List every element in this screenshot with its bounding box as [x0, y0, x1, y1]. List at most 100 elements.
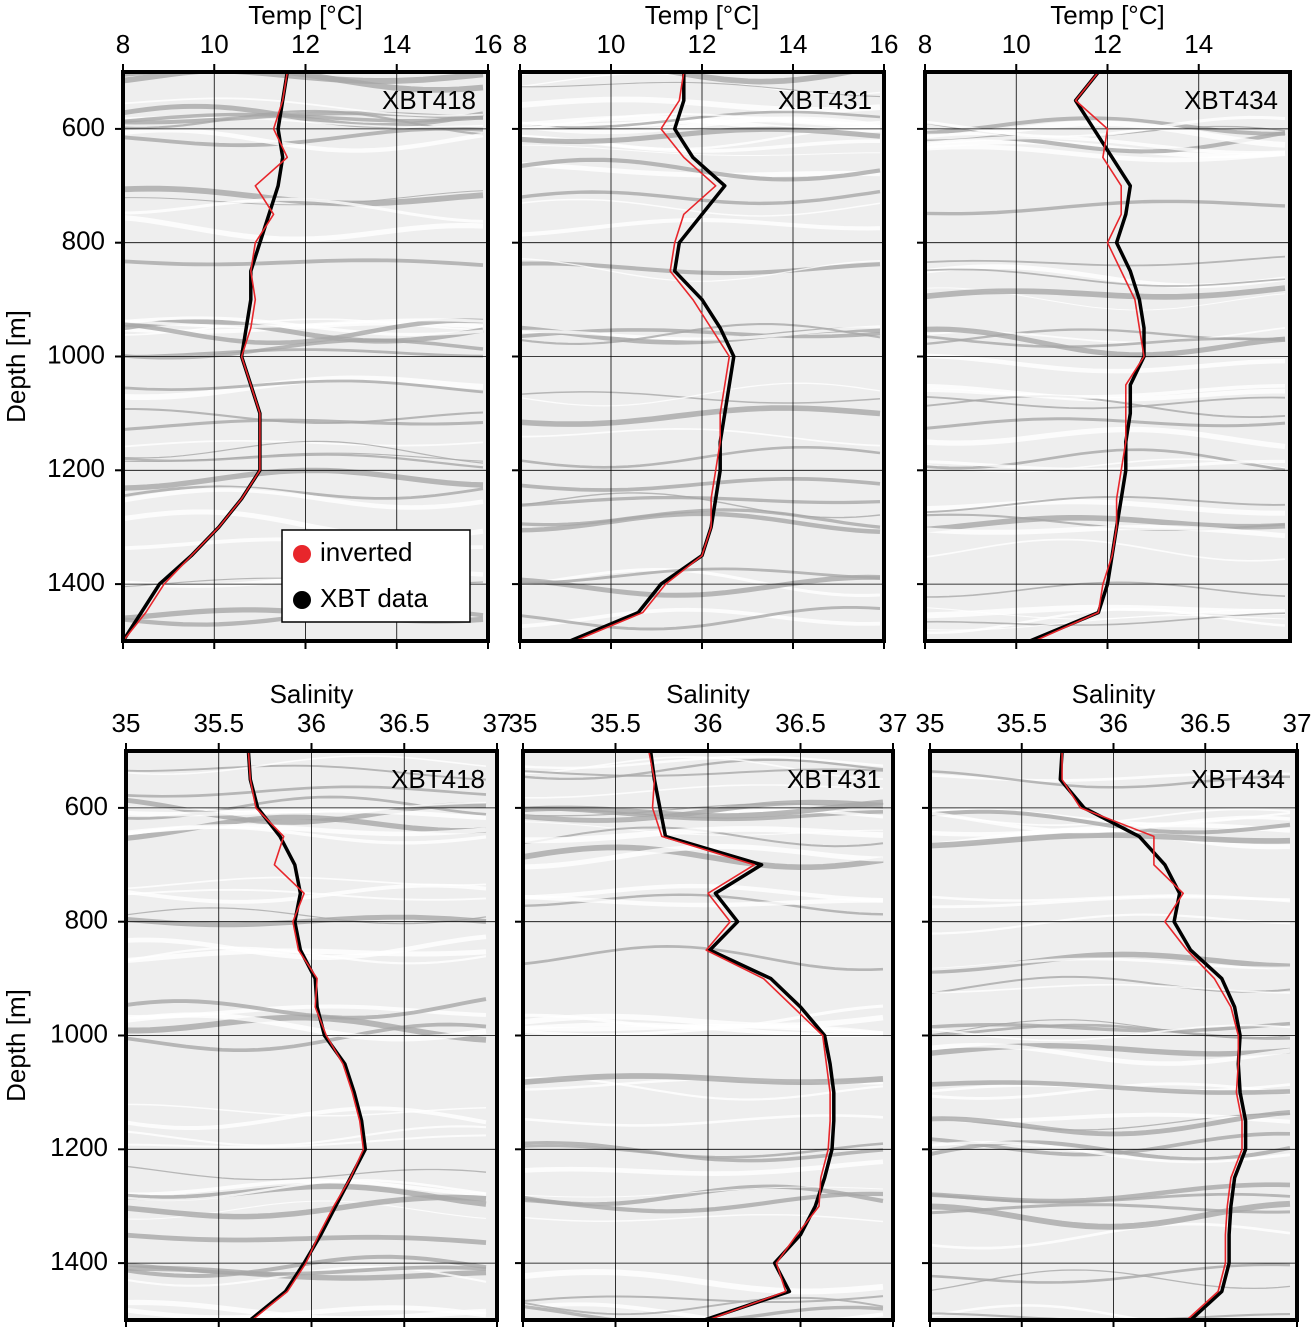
- y-tick-label: 1000: [47, 339, 105, 369]
- seismic-band: [126, 888, 487, 901]
- seismic-band: [925, 538, 1286, 562]
- y-tick-label: 600: [65, 791, 108, 821]
- seismic-band: [523, 756, 884, 780]
- seismic-band: [123, 103, 484, 128]
- plot-frame: [121, 70, 490, 643]
- panel-label: XBT418: [391, 764, 485, 794]
- seismic-band: [123, 487, 484, 510]
- seismic-band: [126, 1305, 487, 1320]
- seismic-band: [520, 428, 881, 447]
- seismic-band: [520, 81, 881, 98]
- y-tick-label: 1200: [50, 1132, 108, 1162]
- profile-line: [123, 72, 289, 641]
- seismic-band: [925, 495, 1286, 514]
- x-tick-label: 35: [112, 708, 141, 738]
- seismic-band: [523, 799, 884, 819]
- seismic-band: [925, 395, 1286, 419]
- seismic-band: [523, 1024, 884, 1037]
- seismic-band: [930, 975, 1291, 995]
- seismic-band: [126, 1165, 487, 1181]
- seismic-band: [126, 808, 487, 821]
- seismic-band: [523, 945, 884, 972]
- seismic-band: [123, 407, 484, 425]
- seismic-band: [925, 448, 1286, 472]
- seismic-band: [123, 185, 484, 207]
- seismic-band: [520, 126, 881, 145]
- seismic-band: [123, 348, 484, 358]
- seismic-band: [930, 1312, 1291, 1320]
- legend-label: XBT data: [320, 583, 428, 613]
- panel: 35 35.5 36 36.5 37 Salinity XBT434: [916, 679, 1312, 1327]
- seismic-band: [925, 395, 1286, 410]
- seismic-band: [126, 1299, 487, 1320]
- axis-title: Temp [°C]: [1050, 0, 1164, 30]
- seismic-band: [930, 1110, 1291, 1137]
- seismic-band: [930, 771, 1291, 782]
- y-axis-label: Depth [m]: [1, 989, 31, 1102]
- seismic-band: [523, 1114, 884, 1127]
- seismic-band: [925, 115, 1286, 139]
- seismic-band: [925, 264, 1286, 289]
- seismic-band: [123, 318, 484, 346]
- y-tick-label: 1200: [47, 453, 105, 483]
- seismic-band: [520, 511, 881, 535]
- panel-label: XBT431: [787, 764, 881, 794]
- seismic-texture: [126, 755, 487, 1320]
- seismic-band: [523, 758, 884, 781]
- legend: inverted XBT data: [281, 529, 471, 623]
- seismic-band: [523, 1295, 884, 1303]
- x-tick-label: 16: [474, 29, 503, 59]
- seismic-band: [925, 353, 1286, 374]
- panel: 8 10 12 14 16 Temp [°C] XBT431: [512, 0, 898, 649]
- axis-title: Salinity: [270, 679, 354, 709]
- x-tick-label: 35.5: [193, 708, 244, 738]
- panel: 8 10 12 14 Temp [°C] XBT434: [917, 0, 1292, 649]
- seismic-band: [123, 318, 484, 344]
- x-tick-label: 14: [1184, 29, 1213, 59]
- seismic-band: [930, 832, 1291, 849]
- axis-title: Salinity: [1072, 679, 1156, 709]
- x-tick-label: 37: [483, 708, 512, 738]
- seismic-band: [123, 190, 484, 206]
- seismic-band: [925, 525, 1286, 539]
- seismic-band: [123, 440, 484, 448]
- legend-marker: [293, 591, 311, 609]
- x-tick-label: 14: [382, 29, 411, 59]
- seismic-band: [520, 508, 881, 529]
- seismic-band: [655, 72, 863, 85]
- y-tick-label: 600: [62, 112, 105, 142]
- x-tick-label: 12: [688, 29, 717, 59]
- seismic-band: [925, 581, 1286, 598]
- panel: 35 35.5 36 36.5 37 600 800 1000 1200 1400 Salinity…: [1, 679, 512, 1327]
- seismic-band: [520, 322, 881, 345]
- y-axis-label: Depth [m]: [1, 310, 31, 423]
- lines: [1029, 72, 1146, 641]
- seismic-band: [520, 258, 881, 282]
- seismic-band: [520, 607, 881, 629]
- seismic-band: [523, 1269, 884, 1295]
- lines: [648, 751, 836, 1320]
- seismic-band: [930, 1042, 1291, 1066]
- seismic-band: [126, 1194, 487, 1220]
- x-tick-label: 35.5: [590, 708, 641, 738]
- x-tick-label: 37: [1283, 708, 1312, 738]
- seismic-band: [126, 946, 487, 965]
- x-tick-label: 8: [918, 29, 932, 59]
- seismic-band: [925, 335, 1286, 348]
- seismic-band: [925, 459, 1285, 472]
- seismic-band: [930, 1269, 1291, 1292]
- x-tick-label: 14: [779, 29, 808, 59]
- seismic-band: [930, 809, 1291, 835]
- x-tick-label: 35: [509, 708, 538, 738]
- seismic-band: [930, 957, 1291, 971]
- seismic-band: [925, 499, 1285, 516]
- seismic-band: [123, 112, 484, 124]
- seismic-band: [126, 883, 487, 904]
- seismic-band: [520, 218, 881, 237]
- x-tick-label: 36.5: [379, 708, 430, 738]
- seismic-band: [925, 515, 1286, 533]
- seismic-band: [123, 452, 484, 463]
- axis-title: Salinity: [666, 679, 750, 709]
- seismic-band: [123, 197, 484, 223]
